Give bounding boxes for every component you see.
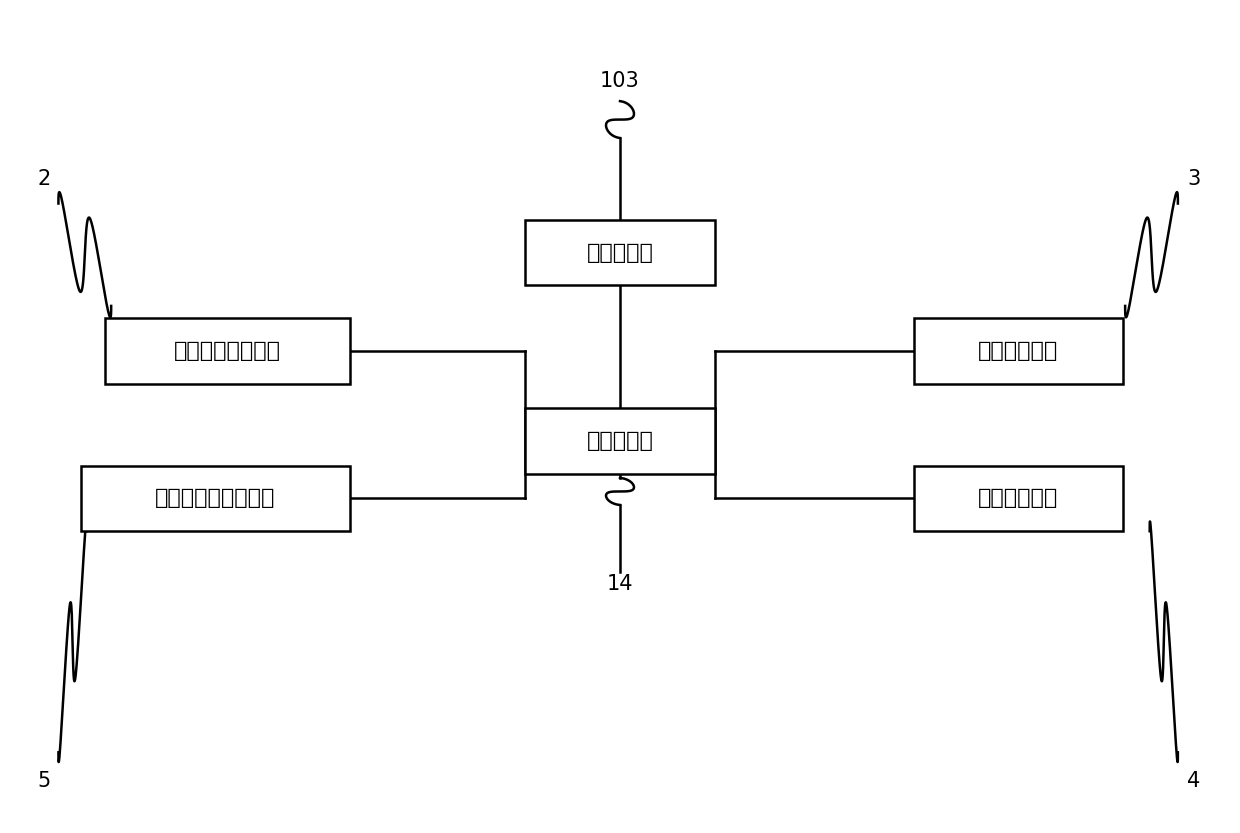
Text: 第二控制器: 第二控制器 — [587, 242, 653, 262]
FancyBboxPatch shape — [914, 318, 1122, 384]
Text: 103: 103 — [600, 71, 640, 91]
Text: 14: 14 — [606, 575, 634, 595]
FancyBboxPatch shape — [81, 466, 350, 531]
FancyBboxPatch shape — [525, 220, 715, 286]
Text: 5: 5 — [37, 771, 51, 791]
Text: 挥发性有机物传感器: 挥发性有机物传感器 — [155, 488, 275, 508]
Text: 第一控制器: 第一控制器 — [587, 431, 653, 451]
Text: 2: 2 — [37, 169, 51, 189]
FancyBboxPatch shape — [914, 466, 1122, 531]
Text: 3: 3 — [1187, 169, 1200, 189]
FancyBboxPatch shape — [525, 408, 715, 474]
Text: 红外视觉检测组件: 红外视觉检测组件 — [174, 341, 281, 361]
Text: 室内灭火装置: 室内灭火装置 — [978, 341, 1059, 361]
FancyBboxPatch shape — [105, 318, 350, 384]
Text: 室外灭火装置: 室外灭火装置 — [978, 488, 1059, 508]
Text: 4: 4 — [1187, 771, 1200, 791]
